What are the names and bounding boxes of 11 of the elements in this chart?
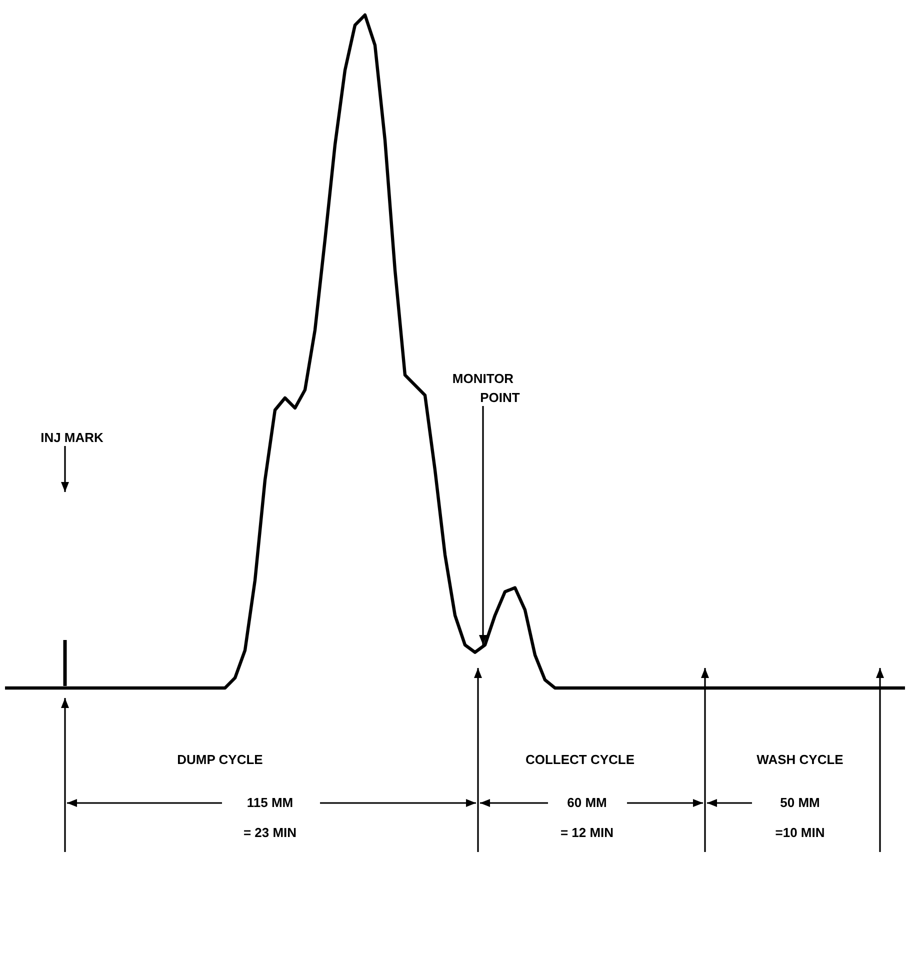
- text: 50 MM: [780, 795, 820, 810]
- text: 60 MM: [567, 795, 607, 810]
- text: COLLECT CYCLE: [525, 752, 635, 767]
- annotation: INJ MARK: [40, 430, 104, 445]
- text: DUMP CYCLE: [177, 752, 264, 767]
- text: 115 MM: [246, 795, 294, 810]
- text: = 12 MIN: [560, 825, 614, 840]
- text: =10 MIN: [775, 825, 825, 840]
- text: WASH CYCLE: [756, 752, 844, 767]
- text: = 23 MIN: [243, 825, 297, 840]
- annotation: MONITOR POINT: [452, 371, 520, 405]
